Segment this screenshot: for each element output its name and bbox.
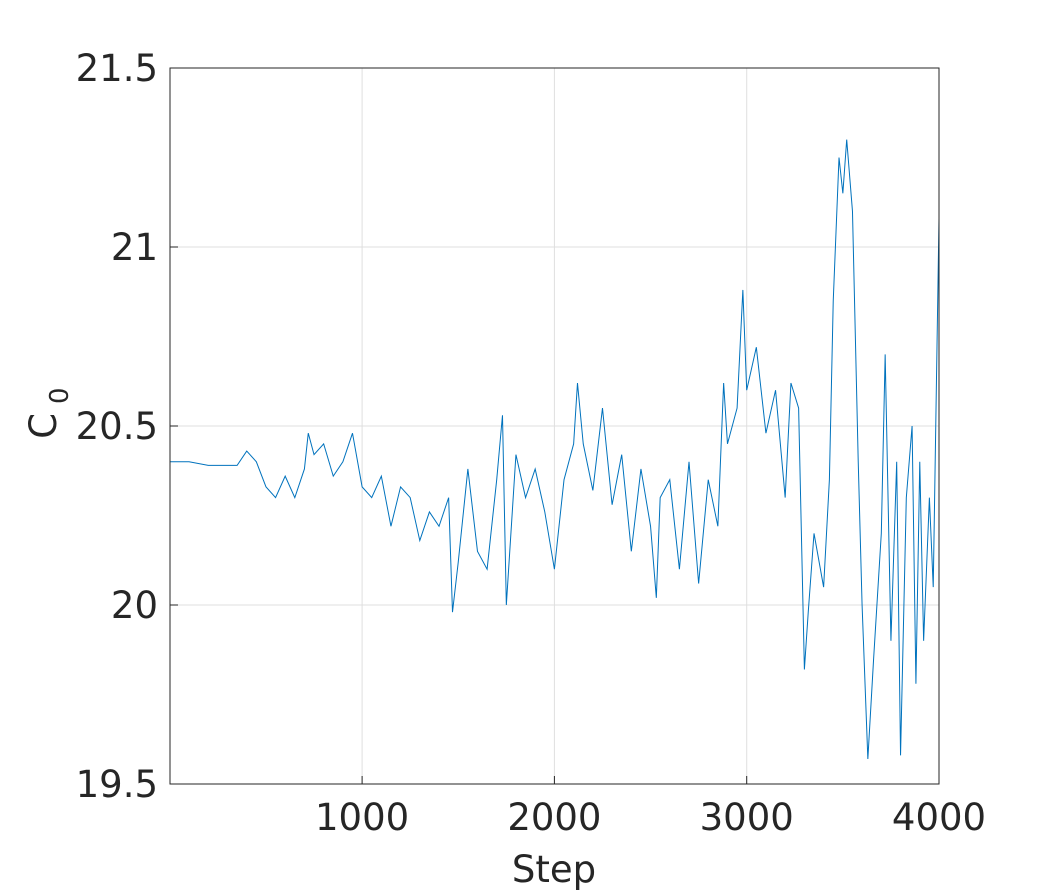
x-tick-label: 3000	[700, 796, 794, 839]
y-tick-label: 20	[111, 584, 158, 627]
y-label-subscript: 0	[45, 387, 75, 404]
plot-frame	[169, 67, 940, 785]
x-tick-label: 1000	[315, 796, 409, 839]
x-axis-label: Step	[512, 848, 596, 891]
y-axis-label: C 0	[22, 387, 75, 438]
y-tick-label: 21	[111, 226, 158, 269]
x-tick-label: 2000	[507, 796, 601, 839]
x-tick-label: 4000	[892, 796, 986, 839]
y-label-main: C	[22, 413, 65, 439]
y-tick-label: 21.5	[76, 47, 158, 90]
y-tick-label: 20.5	[76, 405, 158, 448]
data-line	[170, 139, 940, 759]
y-tick-label: 19.5	[76, 763, 158, 806]
